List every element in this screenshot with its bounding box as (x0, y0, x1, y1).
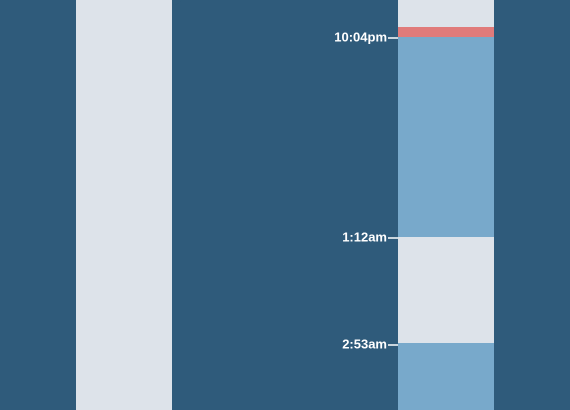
time-label: 1:12am (342, 229, 387, 244)
awake-segment (398, 237, 494, 343)
sleep-segment (398, 37, 494, 237)
alert-segment (398, 27, 494, 37)
time-label: 10:04pm (334, 29, 387, 44)
column-corner (172, 0, 182, 5)
awake-segment (398, 0, 494, 27)
sleep-segment (398, 343, 494, 410)
time-label: 2:53am (342, 336, 387, 351)
left-column (76, 0, 172, 410)
